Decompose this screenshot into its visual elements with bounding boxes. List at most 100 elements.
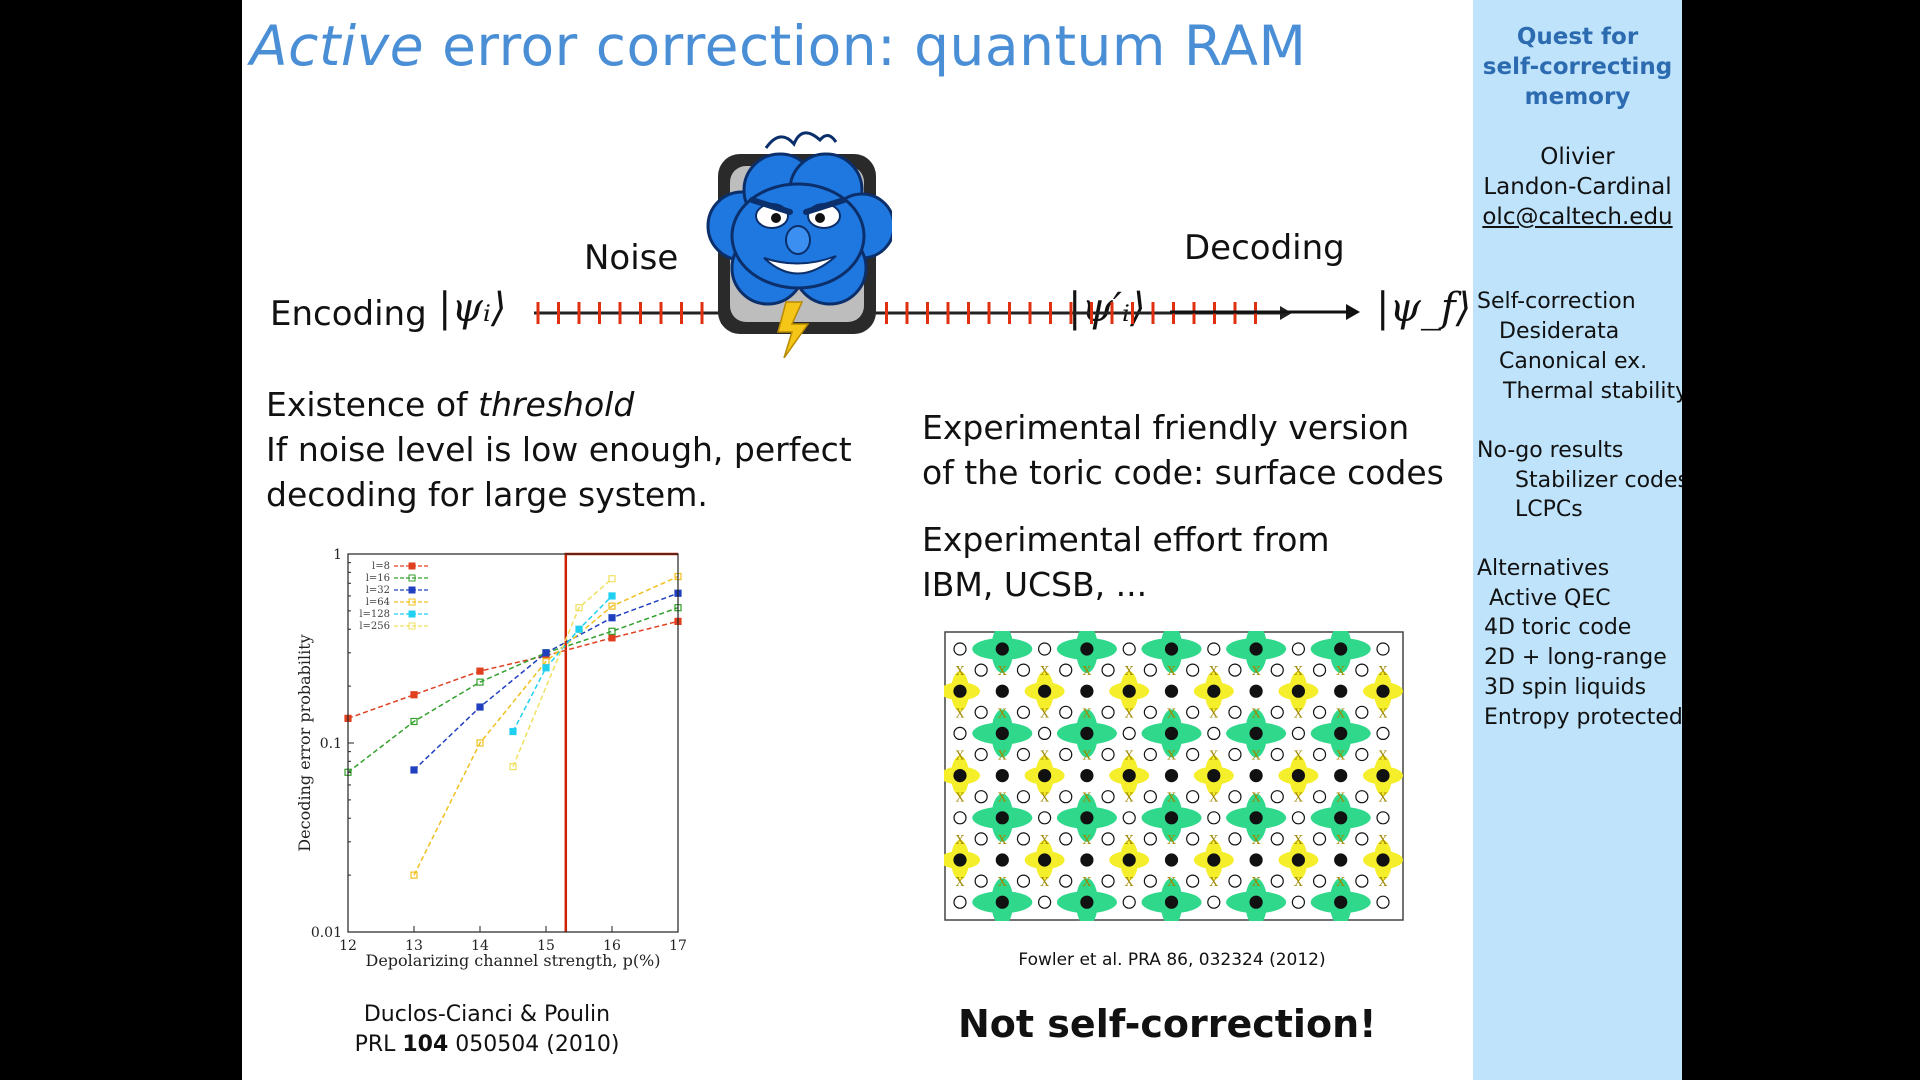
x-marker: X	[1125, 706, 1134, 720]
legend-marker	[408, 586, 416, 594]
data-qubit	[1355, 663, 1369, 677]
x-tick-label: 12	[339, 938, 357, 954]
data-qubit	[1059, 832, 1073, 846]
x-marker: X	[1040, 664, 1049, 678]
x-marker: X	[998, 791, 1007, 805]
data-qubit	[1122, 811, 1136, 825]
x-marker: X	[1252, 875, 1261, 889]
y-tick-label: 1	[333, 547, 342, 563]
measure-qubit	[1080, 769, 1094, 783]
data-qubit	[1122, 642, 1136, 656]
nav-stabilizer-codes[interactable]: Stabilizer codes	[1515, 468, 1682, 493]
x-tick-label: 13	[405, 938, 423, 954]
measure-qubit	[1037, 853, 1052, 867]
data-point	[476, 703, 484, 711]
x-marker: X	[1294, 664, 1303, 678]
nav-lcpcs[interactable]: LCPCs	[1515, 497, 1583, 522]
data-qubit	[974, 663, 988, 677]
x-marker: X	[1125, 664, 1134, 678]
x-marker: X	[1040, 706, 1049, 720]
x-marker: X	[1210, 749, 1219, 763]
measure-qubit	[1164, 853, 1179, 867]
x-marker: X	[1125, 791, 1134, 805]
x-marker: X	[1336, 749, 1345, 763]
series-line	[512, 595, 613, 732]
x-marker: X	[956, 833, 965, 847]
sidebar-title-line-1: Quest for	[1516, 24, 1639, 50]
data-qubit	[1016, 747, 1031, 762]
nav-no-go-results[interactable]: No-go results	[1477, 438, 1624, 463]
title-italic: Active	[250, 14, 425, 78]
x-marker: X	[1040, 833, 1049, 847]
nav-2d-long-range[interactable]: 2D + long-range	[1484, 645, 1667, 670]
x-marker: X	[998, 833, 1007, 847]
x-marker: X	[1210, 706, 1219, 720]
measure-qubit	[995, 642, 1009, 656]
measure-qubit	[1164, 684, 1179, 698]
surface-line-3: Experimental effort from	[922, 520, 1330, 559]
measure-qubit	[1334, 811, 1348, 825]
psi-initial: |ψᵢ⟩	[438, 285, 507, 331]
data-qubit	[953, 642, 967, 656]
nav-alternatives[interactable]: Alternatives	[1477, 556, 1610, 581]
nav-active-qec[interactable]: Active QEC	[1489, 586, 1611, 611]
x-marker: X	[956, 749, 965, 763]
nav-desiderata[interactable]: Desiderata	[1499, 319, 1620, 344]
data-qubit	[1228, 790, 1242, 804]
citation-left: Duclos-Cianci & Poulin PRL 104 050504 (2…	[322, 1000, 652, 1060]
nav-canonical-ex[interactable]: Canonical ex.	[1499, 349, 1648, 374]
data-qubit	[974, 874, 988, 888]
data-qubit	[1312, 874, 1327, 888]
data-point	[608, 627, 616, 635]
author-email-link[interactable]: olc@caltech.edu	[1482, 204, 1673, 230]
x-marker: X	[956, 706, 965, 720]
x-marker: X	[1083, 791, 1092, 805]
nav-thermal-stability[interactable]: Thermal stability	[1503, 379, 1682, 404]
measure-qubit	[995, 769, 1009, 783]
sidebar-author: Olivier Landon-Cardinal olc@caltech.edu	[1473, 142, 1682, 232]
nav-3d-spin-liquids[interactable]: 3D spin liquids	[1484, 675, 1647, 700]
nav-self-correction[interactable]: Self-correction	[1477, 289, 1636, 314]
x-marker: X	[998, 706, 1007, 720]
measure-qubit	[995, 726, 1009, 741]
measure-qubit	[995, 684, 1009, 698]
data-qubit	[1207, 895, 1221, 909]
x-marker: X	[1252, 833, 1261, 847]
data-point	[575, 625, 583, 633]
data-qubit	[1037, 811, 1052, 825]
measure-qubit	[1376, 769, 1390, 783]
data-qubit	[1355, 790, 1369, 804]
experimental-effort-text: Experimental effort from IBM, UCSB, ...	[922, 517, 1330, 607]
x-tick-label: 17	[669, 938, 687, 954]
data-qubit	[1059, 790, 1073, 804]
measure-qubit	[1249, 811, 1263, 825]
x-marker: X	[1379, 875, 1388, 889]
data-qubit	[1207, 811, 1221, 825]
data-qubit	[1376, 895, 1390, 909]
measure-qubit	[1249, 642, 1263, 656]
data-qubit	[1291, 642, 1305, 656]
data-point	[509, 727, 517, 736]
legend-label: l=8	[372, 561, 390, 572]
nav-entropy-protected[interactable]: Entropy protected	[1484, 705, 1682, 730]
series-line	[512, 578, 613, 767]
data-qubit	[1101, 747, 1115, 762]
x-marker: X	[998, 875, 1007, 889]
legend-label: l=128	[359, 609, 390, 620]
citation-left-line-2: PRL 104 050504 (2010)	[322, 1030, 652, 1060]
x-tick-label: 16	[603, 938, 621, 954]
y-tick-label: 0.01	[311, 925, 342, 941]
x-marker: X	[1336, 875, 1345, 889]
data-qubit	[1228, 705, 1242, 719]
y-tick-label: 0.1	[320, 736, 342, 752]
data-point	[476, 678, 484, 686]
data-qubit	[1228, 832, 1242, 846]
x-marker: X	[1336, 833, 1345, 847]
data-qubit	[1186, 747, 1200, 762]
nav-4d-toric-code[interactable]: 4D toric code	[1484, 615, 1632, 640]
x-marker: X	[1125, 833, 1134, 847]
measure-qubit	[1334, 853, 1348, 867]
measure-qubit	[1164, 769, 1179, 783]
decoding-arrow	[1170, 304, 1360, 320]
measure-qubit	[1249, 895, 1263, 909]
